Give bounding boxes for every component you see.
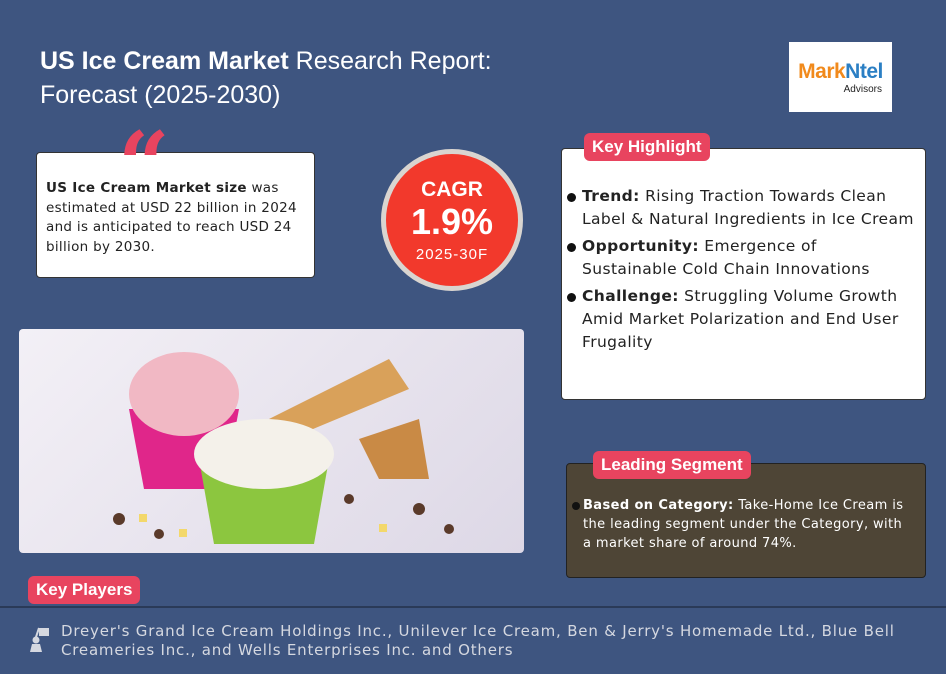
market-size-box: US Ice Cream Market size was estimated a… <box>36 152 315 278</box>
leading-segment-box: Based on Category: Take-Home Ice Cream i… <box>566 463 926 578</box>
segment-label: Based on Category: <box>583 498 734 513</box>
opportunity-label: Opportunity: <box>582 237 699 255</box>
title-line2: Forecast (2025-2030) <box>40 81 281 109</box>
trend-label: Trend: <box>582 187 640 205</box>
challenge-label: Challenge: <box>582 287 679 305</box>
title-bold: US Ice Cream Market <box>40 47 289 75</box>
trend-text: Rising Traction Towards Clean Label & Na… <box>582 187 914 228</box>
quote-icon: “ <box>118 112 170 218</box>
ice-cream-illustration <box>113 352 454 544</box>
ice-cream-photo <box>19 329 524 553</box>
markntel-logo: MarkNtel Advisors <box>789 42 892 112</box>
highlight-opportunity: Opportunity: Emergence of Sustainable Co… <box>567 235 915 281</box>
cagr-period: 2025-30F <box>415 246 489 263</box>
logo-part2: Ntel <box>845 59 883 83</box>
person-flag-icon <box>30 627 49 652</box>
cagr-circle: CAGR 1.9% 2025-30F <box>381 149 523 291</box>
title-rest: Research Report: <box>288 47 492 75</box>
key-highlight-badge: Key Highlight <box>584 133 710 161</box>
opportunity-text: Emergence of Sustainable Cold Chain Inno… <box>582 237 870 278</box>
logo-sub: Advisors <box>843 83 882 95</box>
divider <box>0 606 946 608</box>
market-size-bold: US Ice Cream Market size <box>46 180 247 196</box>
key-players-list: Dreyer's Grand Ice Cream Holdings Inc., … <box>61 622 895 659</box>
logo-part1: Mark <box>798 59 846 83</box>
cagr-label: CAGR <box>421 178 483 201</box>
page-title: US Ice Cream Market Research Report: Fore… <box>40 44 492 112</box>
cagr-value: 1.9% <box>410 201 494 242</box>
market-size-text: was estimated at USD 22 billion in 2024 … <box>46 180 297 255</box>
challenge-text: Struggling Volume Growth Amid Market Pol… <box>582 287 899 351</box>
segment-text: Take-Home Ice Cream is the leading segme… <box>583 498 904 551</box>
highlight-challenge: Challenge: Struggling Volume Growth Amid… <box>567 285 915 354</box>
key-players-badge: Key Players <box>28 576 141 604</box>
key-highlight-box: Trend: Rising Traction Towards Clean Lab… <box>561 148 926 400</box>
highlight-trend: Trend: Rising Traction Towards Clean Lab… <box>567 185 915 231</box>
segment-item: Based on Category: Take-Home Ice Cream i… <box>572 496 915 553</box>
leading-segment-badge: Leading Segment <box>593 451 751 479</box>
